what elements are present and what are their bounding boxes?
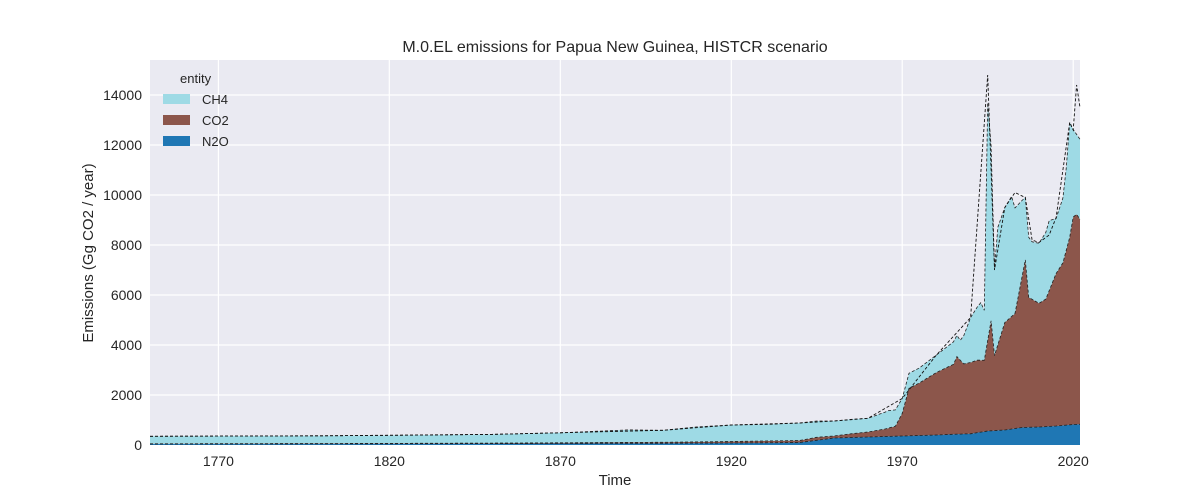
line-co2-top (149, 213, 1081, 445)
line-n2o-top (149, 423, 1081, 445)
x-axis-label: Time (599, 472, 632, 489)
x-tick-label-1770: 1770 (203, 453, 234, 469)
y-tick-label-4000: 4000 (111, 337, 142, 353)
legend-label-co2: CO2 (202, 113, 229, 128)
x-tick-label-2020: 2020 (1058, 453, 1089, 469)
y-tick-label-6000: 6000 (111, 287, 142, 303)
x-tick-label-1820: 1820 (374, 453, 405, 469)
legend-title: entity (180, 71, 212, 86)
legend-label-n2o: N2O (202, 134, 229, 149)
legend-swatch-co2 (163, 115, 190, 125)
x-tick-label-1870: 1870 (545, 453, 576, 469)
legend-swatch-n2o (163, 136, 190, 146)
y-tick-label-14000: 14000 (103, 87, 142, 103)
area-co2 (150, 214, 1080, 444)
area-layer (150, 102, 1080, 445)
y-tick-label-0: 0 (134, 437, 142, 453)
y-tick-label-12000: 12000 (103, 137, 142, 153)
y-axis-label: Emissions (Gg CO2 / year) (80, 163, 97, 342)
x-tick-labels: 1770 1820 1870 1920 1970 2020 (203, 453, 1089, 469)
y-tick-label-10000: 10000 (103, 187, 142, 203)
x-tick-label-1920: 1920 (716, 453, 747, 469)
legend-items: CH4 CO2 N2O (163, 92, 229, 149)
legend-swatch-ch4 (163, 94, 190, 104)
chart-title: M.0.EL emissions for Papua New Guinea, H… (402, 39, 827, 56)
line-total (149, 74, 1081, 437)
y-tick-label-8000: 8000 (111, 237, 142, 253)
legend: entity CH4 CO2 N2O (163, 71, 229, 149)
y-tick-label-2000: 2000 (111, 387, 142, 403)
line-layer (149, 74, 1081, 445)
y-tick-labels: 0 2000 4000 6000 8000 10000 12000 14000 (103, 87, 142, 453)
legend-label-ch4: CH4 (202, 92, 228, 107)
area-n2o (150, 424, 1080, 445)
x-tick-label-1970: 1970 (887, 453, 918, 469)
